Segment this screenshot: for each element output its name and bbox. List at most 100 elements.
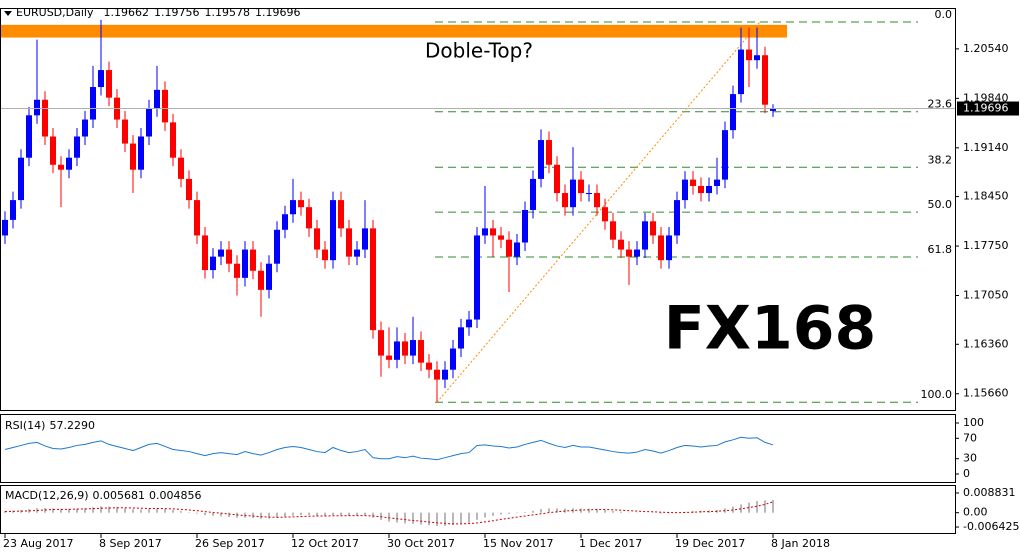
candle-body	[410, 340, 416, 356]
x-tick-label: 8 Jan 2018	[771, 537, 830, 550]
candle-body	[706, 185, 712, 194]
fib-label: 38.2	[928, 153, 953, 166]
resistance-band	[1, 24, 787, 38]
candle-body	[562, 193, 568, 208]
header-close: 1.19696	[255, 6, 301, 19]
candle-body	[242, 249, 248, 278]
candle-body	[322, 249, 328, 261]
candle-body	[82, 119, 88, 137]
candle-body	[146, 108, 152, 137]
candle-body	[594, 193, 600, 208]
candle-body	[66, 157, 72, 170]
price-box	[957, 101, 1019, 116]
candle-body	[282, 214, 288, 230]
candle-body	[442, 369, 448, 380]
candle-body	[730, 94, 736, 131]
x-tick-label: 12 Oct 2017	[291, 537, 359, 550]
candle-body	[554, 164, 560, 194]
candle-body	[274, 229, 280, 264]
candle-body	[402, 341, 408, 356]
candle-body	[338, 200, 344, 229]
candle-body	[194, 200, 200, 236]
macd-title: MACD(12,26,9) 0.005681 0.004856	[5, 489, 202, 502]
candle-body	[530, 178, 536, 210]
candle-body	[90, 87, 96, 120]
candle-body	[394, 341, 400, 360]
fib-label: 61.8	[928, 243, 953, 256]
candle-body	[522, 210, 528, 243]
x-tick-label: 26 Sep 2017	[195, 537, 265, 550]
candle-body	[690, 179, 696, 186]
candle-body	[602, 207, 608, 222]
candle-body	[354, 249, 360, 257]
x-tick-label: 30 Oct 2017	[387, 537, 455, 550]
rsi-panel	[0, 414, 956, 483]
candle-body	[482, 228, 488, 236]
candle-body	[674, 200, 680, 236]
y-tick-label: 1.16360	[963, 337, 1009, 350]
candle-body	[506, 239, 512, 257]
signal-last: 0.004856	[149, 489, 202, 502]
candle-body	[122, 119, 128, 144]
y-tick-label: 1.20540	[963, 42, 1009, 55]
candle-body	[362, 228, 368, 250]
candle-body	[570, 179, 576, 208]
candle-body	[722, 130, 728, 180]
candle-body	[74, 136, 80, 158]
y-tick-label: 1.17750	[963, 239, 1009, 252]
candle-body	[746, 49, 752, 61]
macd-tick-label: -0.006425	[963, 520, 1019, 533]
x-tick-label: 19 Dec 2017	[675, 537, 745, 550]
header: EURUSD,Daily 1.19662 1.19756 1.19578 1.19696	[16, 6, 300, 19]
x-tick-label: 8 Sep 2017	[99, 537, 162, 550]
candle-body	[618, 239, 624, 250]
fib-label: 100.0	[921, 388, 953, 401]
candle-body	[650, 221, 656, 236]
candle-body	[578, 179, 584, 194]
candle-body	[698, 185, 704, 194]
candle-body	[546, 140, 552, 165]
candle-body	[714, 179, 720, 186]
y-tick-label: 1.19840	[963, 91, 1009, 104]
candle-body	[250, 249, 256, 271]
signal-line	[4, 501, 774, 525]
annotation: Doble-Top?	[425, 39, 533, 63]
macd-panel	[0, 485, 956, 534]
candle-body	[378, 330, 384, 356]
fib-diagonal	[436, 21, 761, 403]
candle-body	[226, 249, 232, 264]
candle-body	[538, 140, 544, 179]
candle-body	[258, 270, 264, 290]
candle-body	[426, 362, 432, 370]
candle-body	[106, 70, 112, 98]
macd-tick-label: 0.00	[963, 506, 988, 519]
candle-body	[10, 200, 16, 220]
candle-body	[50, 136, 56, 165]
candle-body	[178, 157, 184, 179]
candle-body	[658, 235, 664, 261]
candle-body	[154, 89, 160, 109]
candle-body	[458, 327, 464, 349]
rsi-name: RSI(14)	[5, 419, 45, 432]
header-low: 1.19578	[204, 6, 250, 19]
candle-body	[170, 122, 176, 158]
candle-body	[314, 228, 320, 250]
candle-body	[186, 178, 192, 201]
candle-body	[218, 249, 224, 257]
candle-body	[162, 89, 168, 123]
rsi-last: 57.2290	[49, 419, 95, 432]
rsi-line	[4, 436, 774, 461]
header-open: 1.19662	[103, 6, 149, 19]
rsi-tick-label: 70	[963, 431, 977, 444]
macd-last: 0.005681	[93, 489, 146, 502]
macd-name: MACD(12,26,9)	[5, 489, 89, 502]
rsi-title: RSI(14) 57.2290	[5, 419, 95, 432]
main-panel	[0, 8, 956, 411]
candle-body	[610, 221, 616, 240]
candle-body	[306, 207, 312, 229]
candle-body	[682, 179, 688, 201]
candle-body	[738, 49, 744, 95]
candle-body	[626, 249, 632, 257]
